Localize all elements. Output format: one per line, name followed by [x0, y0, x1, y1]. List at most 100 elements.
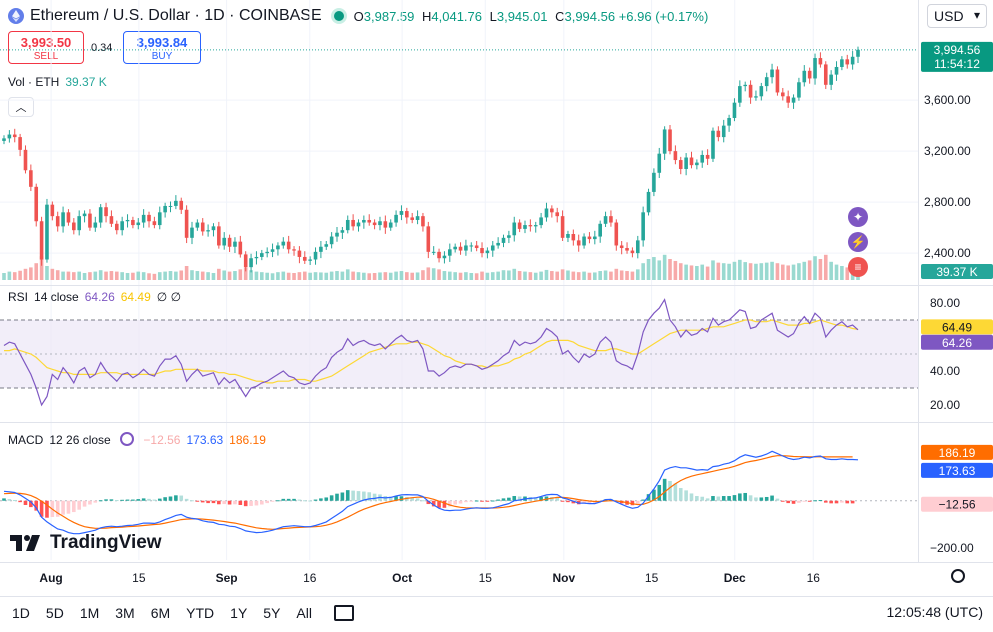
macd-histogram-bar	[270, 500, 275, 502]
volume-bar	[39, 256, 44, 280]
volume-bar	[308, 272, 312, 280]
candle-body	[657, 153, 662, 173]
candle-body	[469, 245, 474, 247]
candle-body	[716, 130, 721, 138]
macd-histogram-bar	[829, 500, 833, 504]
macd-histogram-bar	[587, 500, 592, 504]
volume-bar	[754, 263, 758, 280]
macd-histogram-bar	[770, 495, 774, 501]
volume-bar	[840, 266, 844, 280]
volume-bar	[98, 270, 103, 280]
macd-histogram-bar	[351, 490, 355, 501]
macd-histogram-bar	[302, 500, 307, 502]
candle-body	[426, 226, 431, 252]
range-1m[interactable]: 1M	[79, 605, 100, 621]
range-5d[interactable]: 5D	[45, 605, 64, 621]
macd-histogram-bar	[700, 496, 705, 501]
range-6m[interactable]: 6M	[150, 605, 171, 621]
candle-body	[711, 130, 715, 159]
gear-icon[interactable]	[951, 569, 965, 583]
candle-body	[743, 84, 748, 87]
volume-bar	[619, 270, 624, 280]
macd-histogram-bar	[18, 500, 22, 503]
volume-bar	[576, 272, 581, 280]
macd-histogram-bar	[533, 497, 538, 501]
time-axis-label: Dec	[724, 571, 746, 585]
currency-selector[interactable]: USD ▾	[927, 4, 987, 28]
candle-body	[781, 92, 785, 97]
macd-histogram-bar	[141, 498, 146, 501]
macd-histogram-bar	[458, 500, 463, 504]
candle-body	[641, 212, 645, 241]
date-range-icon[interactable]	[333, 605, 354, 621]
candle-body	[464, 245, 468, 251]
volume-bar	[507, 270, 511, 280]
range-3m[interactable]: 3M	[115, 605, 135, 621]
candle-body	[823, 64, 828, 85]
macd-histogram-bar	[437, 500, 441, 508]
volume-bar	[18, 270, 22, 280]
range-1d[interactable]: 1D	[12, 605, 30, 621]
tradingview-logo[interactable]: TradingView	[10, 532, 162, 554]
candle-body	[625, 248, 629, 251]
candle-body	[131, 219, 135, 226]
candle-body	[329, 236, 334, 245]
candle-body	[222, 237, 227, 246]
candle-body	[834, 66, 839, 75]
macd-badge-text: 173.63	[939, 464, 976, 478]
volume-bar	[50, 268, 55, 280]
candle-body	[147, 214, 151, 222]
macd-histogram-bar	[12, 500, 17, 502]
volume-legend[interactable]: Vol · ETH 39.37 K	[8, 75, 107, 89]
sparkle-icon[interactable]: ✦	[848, 207, 868, 227]
candle-body	[217, 226, 221, 246]
spread-value: 0.34	[91, 42, 113, 54]
chevron-down-icon: ▾	[973, 8, 980, 22]
volume-bar	[324, 272, 329, 280]
volume-bar	[695, 266, 699, 280]
refresh-icon[interactable]	[120, 432, 135, 446]
lightning-icon[interactable]: ⚡	[848, 232, 868, 252]
volume-bar	[34, 263, 39, 280]
volume-bar	[147, 273, 151, 280]
collapse-legend-button[interactable]: ︿	[8, 97, 34, 117]
candle-body	[695, 162, 699, 166]
volume-bar	[480, 271, 484, 280]
candle-body	[174, 200, 178, 206]
candle-body	[571, 234, 576, 241]
us-flag-icon[interactable]: ≡	[848, 257, 868, 277]
candle-body	[265, 251, 269, 254]
volume-bar	[405, 272, 409, 280]
utc-clock[interactable]: 12:05:48 (UTC)	[886, 604, 983, 620]
candle-body	[727, 117, 731, 126]
rsi-legend[interactable]: RSI 14 close 64.26 64.49 ∅ ∅	[8, 290, 187, 304]
volume-bar	[727, 263, 731, 280]
macd-legend[interactable]: MACD 12 26 close −12.56 173.63 186.19	[8, 432, 272, 447]
candle-body	[501, 237, 506, 243]
candle-body	[45, 204, 49, 260]
volume-bar	[646, 259, 651, 280]
macd-histogram-bar	[313, 499, 318, 501]
symbol-title[interactable]: Ethereum / U.S. Dollar · 1D · COINBASE	[30, 7, 322, 24]
sell-button[interactable]: 3,993.50 SELL	[8, 31, 84, 64]
volume-bar	[421, 270, 425, 280]
close-label: C	[555, 8, 565, 24]
volume-bar	[598, 271, 602, 280]
macd-histogram-bar	[517, 496, 522, 501]
macd-histogram-bar	[39, 500, 44, 517]
volume-bar	[802, 261, 807, 280]
range-5y[interactable]: 5Y	[263, 605, 281, 621]
range-ytd[interactable]: YTD	[186, 605, 215, 621]
macd-histogram-bar	[388, 496, 393, 501]
candle-body	[700, 154, 705, 163]
range-1y[interactable]: 1Y	[230, 605, 248, 621]
candle-body	[195, 222, 200, 228]
buy-button[interactable]: 3,993.84 BUY	[123, 31, 201, 64]
macd-histogram-bar	[512, 496, 517, 501]
macd-histogram-bar	[781, 500, 785, 502]
volume-bar	[131, 272, 135, 280]
macd-signal-badge: 186.19	[921, 444, 993, 460]
volume-bar	[426, 267, 431, 280]
range-all[interactable]: All	[296, 605, 312, 621]
